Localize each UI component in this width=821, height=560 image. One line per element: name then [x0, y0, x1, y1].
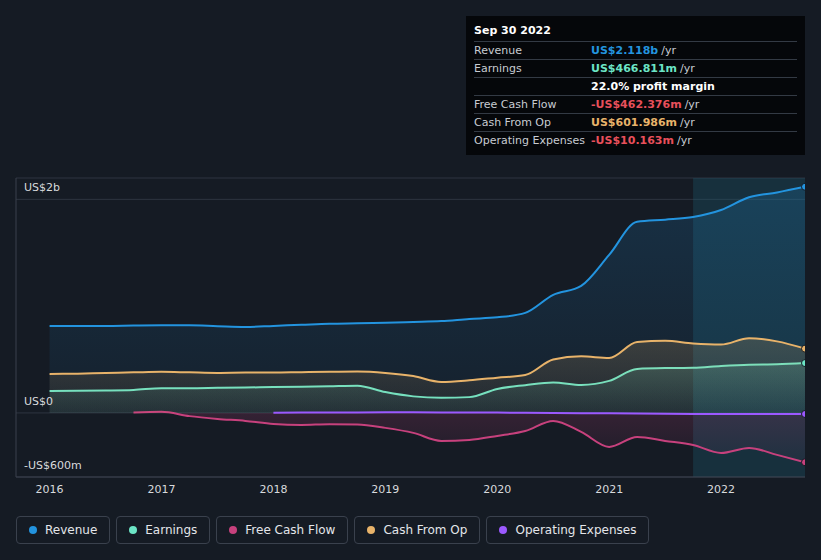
svg-text:2017: 2017: [147, 483, 175, 496]
svg-text:2021: 2021: [595, 483, 623, 496]
svg-text:US$2b: US$2b: [24, 181, 60, 194]
svg-text:US$0: US$0: [24, 395, 53, 408]
svg-text:2022: 2022: [707, 483, 735, 496]
svg-text:2016: 2016: [36, 483, 64, 496]
html-text:-US$10.163m /yr: -US$10.163m /yr: [591, 134, 692, 147]
svg-text:2018: 2018: [259, 483, 287, 496]
svg-text:-US$600m: -US$600m: [24, 459, 82, 472]
html-text:Cash From Op: Cash From Op: [383, 523, 468, 537]
svg-text:2020: 2020: [483, 483, 511, 496]
html-text:Earnings: Earnings: [145, 523, 198, 537]
html-text:US$601.986m /yr: US$601.986m /yr: [591, 116, 695, 129]
html-text:Operating Expenses: Operating Expenses: [515, 523, 637, 537]
html-text:Free Cash Flow: Free Cash Flow: [245, 523, 336, 537]
html-text:US$466.811m /yr: US$466.811m /yr: [591, 62, 695, 75]
html-text:Operating Expenses: Operating Expenses: [474, 134, 585, 147]
html-text:Revenue: Revenue: [45, 523, 98, 537]
html-text:US$2.118b /yr: US$2.118b /yr: [591, 44, 676, 57]
html-text:22.0% profit margin: 22.0% profit margin: [591, 80, 715, 93]
html-text:Earnings: Earnings: [474, 62, 522, 75]
html-text:Cash From Op: Cash From Op: [474, 116, 551, 129]
html-text:Free Cash Flow: Free Cash Flow: [474, 98, 557, 111]
html-text:-US$462.376m /yr: -US$462.376m /yr: [591, 98, 700, 111]
html-text:Sep 30 2022: Sep 30 2022: [474, 24, 551, 37]
html-text:Revenue: Revenue: [474, 44, 522, 57]
svg-text:2019: 2019: [371, 483, 399, 496]
